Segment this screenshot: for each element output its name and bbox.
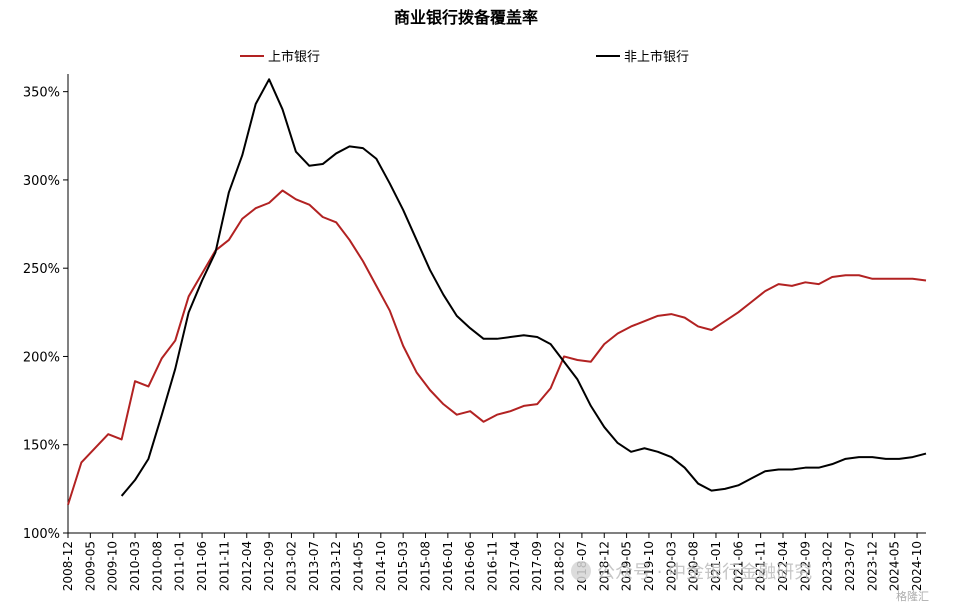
y-tick-label: 300% [23,174,60,189]
x-axis: 2008-12 2009-05 2009-10 2010-03 2010-08 2011-… [61,532,926,591]
x-tick-label: 2011-11 [217,541,231,591]
watermark: 公众号 · 中金银行金融研究 格隆汇 [571,561,929,603]
x-tick-label: 2011-06 [195,541,209,591]
legend-label-listed: 上市银行 [268,49,320,65]
y-tick-label: 150% [23,439,60,454]
x-tick-label: 2022-09 [798,541,812,591]
x-tick-label: 2021-01 [709,541,723,591]
x-tick-label: 2021-11 [754,541,768,591]
x-tick-label: 2018-02 [553,541,567,591]
x-tick-label: 2017-04 [508,541,522,591]
x-tick-label: 2013-02 [284,541,298,591]
x-tick-label: 2015-08 [419,541,433,591]
x-tick-label: 2013-12 [329,541,343,591]
x-tick-label: 2015-03 [396,541,410,591]
y-tick-label: 350% [23,86,60,101]
x-tick-label: 2024-05 [888,541,902,591]
x-tick-label: 2009-05 [83,541,97,591]
x-tick-label: 2012-04 [240,541,254,591]
x-tick-label: 2014-05 [351,541,365,591]
x-tick-label: 2019-05 [620,541,634,591]
y-axis: 100% 150% 200% 250% 300% 350% [23,74,69,542]
series-line-unlisted-banks [120,78,927,497]
x-tick-label: 2009-10 [106,541,120,591]
x-tick-label: 2023-12 [865,541,879,591]
x-tick-label: 2022-04 [776,541,790,591]
y-tick-label: 200% [23,350,60,365]
x-tick-label: 2019-10 [642,541,656,591]
legend: 上市银行 非上市银行 [240,49,689,65]
chart-title: 商业银行拨备覆盖率 [394,8,538,27]
x-tick-label: 2020-08 [687,541,701,591]
x-tick-label: 2012-09 [262,541,276,591]
x-tick-label: 2023-02 [821,541,835,591]
x-tick-label: 2010-03 [128,541,142,591]
x-tick-label: 2023-07 [843,541,857,591]
series-layer [67,78,927,506]
x-tick-label: 2013-07 [307,541,321,591]
x-tick-label: 2008-12 [61,541,75,591]
x-tick-label: 2018-12 [597,541,611,591]
x-tick-label: 2016-01 [441,541,455,591]
watermark-corner: 格隆汇 [896,589,929,603]
x-tick-label: 2016-06 [463,541,477,591]
x-tick-label: 2020-03 [664,541,678,591]
x-tick-label: 2024-10 [910,541,924,591]
watermark-text: 公众号 · 中金银行金融研究 [597,562,812,583]
y-tick-label: 250% [23,262,60,277]
x-tick-label: 2017-09 [530,541,544,591]
legend-label-unlisted: 非上市银行 [624,49,689,65]
x-tick-label: 2021-06 [731,541,745,591]
y-tick-label: 100% [23,527,60,542]
watermark-logo-icon [571,561,591,581]
x-tick-label: 2014-10 [374,541,388,591]
x-tick-label: 2010-08 [150,541,164,591]
x-tick-label: 2016-11 [486,541,500,591]
series-line-listed-banks [67,189,927,506]
x-tick-label: 2011-01 [173,541,187,591]
